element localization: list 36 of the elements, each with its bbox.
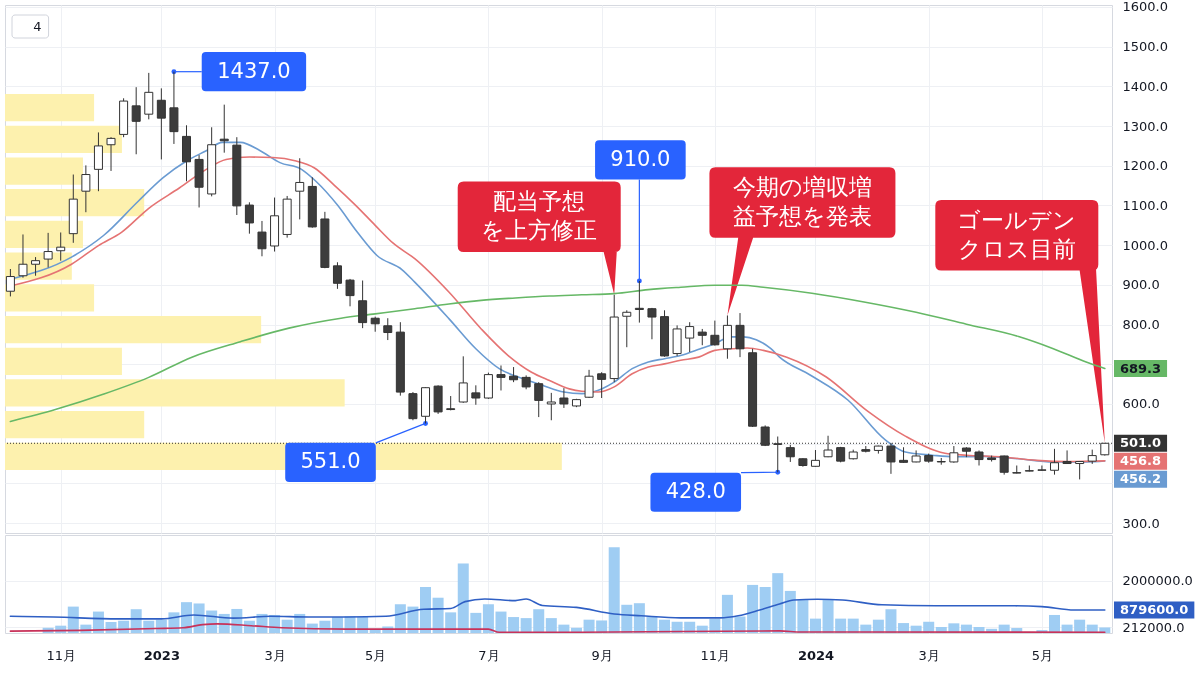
x-tick-label: 2024 — [797, 647, 835, 663]
annotation: 428.0 — [665, 479, 726, 504]
x-tick-label: 5月 — [1031, 647, 1054, 663]
x-tick-label: 11月 — [700, 647, 731, 663]
y-tick-label: 2000000.0 — [1122, 573, 1193, 589]
y-tick-label: 1300.0 — [1122, 118, 1168, 134]
x-tick-label: 7月 — [478, 647, 500, 663]
y-tick-label: 900.0 — [1122, 277, 1160, 293]
data-label: 456.2 — [1119, 471, 1162, 487]
annotation: ゴールデンクロス目前 — [957, 206, 1077, 262]
x-tick-label: 11月 — [46, 647, 76, 663]
y-tick-label: 1200.0 — [1122, 158, 1168, 174]
annotation: 910.0 — [610, 146, 671, 171]
y-tick-label: 1000.0 — [1122, 237, 1168, 253]
y-tick-label: 1500.0 — [1122, 39, 1168, 55]
y-tick-label: 600.0 — [1122, 396, 1160, 412]
x-tick-label: 9月 — [591, 647, 613, 663]
x-tick-label: 3月 — [918, 647, 940, 663]
annotation: 今期の増収増益予想を発表 — [732, 174, 872, 229]
annotation: 1437.0 — [217, 58, 291, 83]
data-label: 879600.0 — [1120, 602, 1189, 618]
x-tick-label: 3月 — [264, 647, 286, 663]
y-tick-label: 1600.0 — [1122, 0, 1168, 15]
y-tick-label: 1400.0 — [1122, 78, 1168, 94]
y-tick-label: 300.0 — [1122, 515, 1160, 531]
data-label: 456.8 — [1119, 453, 1162, 469]
x-tick-label: 2023 — [143, 647, 180, 663]
y-tick-label: 800.0 — [1122, 317, 1160, 333]
annotation: 4 — [33, 18, 42, 34]
annotation: 配当予想を上方修正 — [481, 188, 598, 244]
ref-line-label: 501.0 — [1119, 435, 1162, 451]
y-tick-label: 212000.0 — [1122, 619, 1185, 635]
x-tick-label: 5月 — [365, 647, 387, 663]
y-tick-label: 1100.0 — [1122, 197, 1168, 213]
annotation: 551.0 — [300, 449, 361, 474]
data-label: 689.3 — [1119, 360, 1162, 376]
